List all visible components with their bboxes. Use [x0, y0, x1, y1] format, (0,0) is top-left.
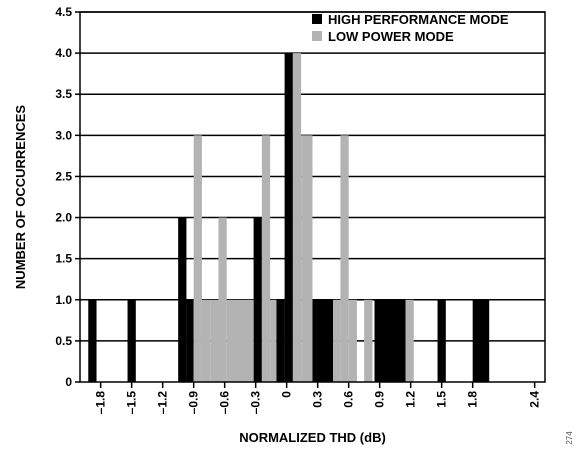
y-tick-label-9: 4.5	[55, 5, 72, 19]
x-tick-label-4: –0.6	[218, 391, 232, 415]
bar-high-4	[253, 217, 262, 382]
x-tick-label-2: –1.2	[156, 391, 170, 415]
bar-low-12	[364, 299, 373, 382]
bar-low-7	[292, 53, 302, 382]
bar-low-0	[193, 135, 202, 382]
x-tick-label-10: 1.2	[404, 391, 418, 408]
y-axis-ticks: 0 0.5 1.0 1.5 2.0 2.5 3.0 3.5 4.0 4.5	[55, 5, 80, 389]
x-tick-label-1: –1.5	[125, 391, 139, 415]
x-tick-label-11: 1.5	[435, 391, 449, 408]
x-tick-label-8: 0.6	[342, 391, 356, 408]
bar-low-9	[333, 299, 341, 382]
bar-high-0	[88, 299, 97, 382]
bar-low-2	[210, 299, 219, 382]
bar-low-3	[218, 217, 227, 382]
x-tick-label-3: –0.9	[187, 391, 201, 415]
y-tick-label-5: 2.5	[55, 169, 72, 183]
x-tick-label-9: 0.9	[373, 391, 387, 408]
y-tick-label-7: 3.5	[55, 87, 72, 101]
y-tick-label-6: 3.0	[55, 128, 72, 142]
y-tick-label-8: 4.0	[55, 46, 72, 60]
bar-high-9	[374, 299, 406, 382]
bar-low-4	[226, 299, 254, 382]
x-axis-title: NORMALIZED THD (dB)	[239, 430, 386, 445]
legend-label-low-power: LOW POWER MODE	[328, 29, 454, 44]
bar-high-5	[276, 299, 285, 382]
legend: HIGH PERFORMANCE MODE LOW POWER MODE	[312, 12, 509, 44]
bar-high-2	[178, 217, 187, 382]
bar-low-8	[301, 135, 313, 382]
x-axis-ticks: –1.8 –1.5 –1.2 –0.9 –0.6 –0.3 0 0.3 0.6 0.9 1.2 1.5…	[94, 382, 542, 414]
bar-low-10	[340, 135, 349, 382]
bar-high-3	[186, 299, 194, 382]
bar-high-1	[127, 299, 136, 382]
bar-low-11	[348, 299, 357, 382]
y-tick-label-4: 2.0	[55, 211, 72, 225]
bar-high-11	[472, 299, 490, 382]
y-axis-title: NUMBER OF OCCURRENCES	[13, 105, 28, 290]
x-tick-label-12: 1.8	[466, 391, 480, 408]
low-power-bars	[193, 53, 414, 382]
x-tick-label-0: –1.8	[94, 391, 108, 415]
plot-frame	[79, 11, 546, 383]
figure-code: 274	[565, 431, 574, 445]
y-tick-label-1: 0.5	[55, 334, 72, 348]
high-performance-bars	[88, 53, 490, 382]
x-tick-label-5: –0.3	[249, 391, 263, 415]
legend-swatch-low-power	[312, 31, 322, 41]
bar-low-1	[201, 299, 211, 382]
bar-high-8	[312, 299, 334, 382]
y-tick-label-2: 1.0	[55, 293, 72, 307]
legend-label-high-performance: HIGH PERFORMANCE MODE	[328, 12, 509, 27]
y-tick-label-0: 0	[65, 375, 72, 389]
x-tick-label-13: 2.4	[528, 391, 542, 408]
legend-swatch-high-performance	[312, 14, 322, 24]
bar-low-5	[261, 135, 271, 382]
bar-low-6	[270, 299, 277, 382]
x-tick-label-7: 0.3	[311, 391, 325, 408]
y-tick-label-3: 1.5	[55, 252, 72, 266]
bar-high-6	[284, 53, 293, 382]
x-tick-label-6: 0	[280, 391, 294, 398]
bar-low-13	[405, 299, 414, 382]
bar-high-10	[437, 299, 446, 382]
